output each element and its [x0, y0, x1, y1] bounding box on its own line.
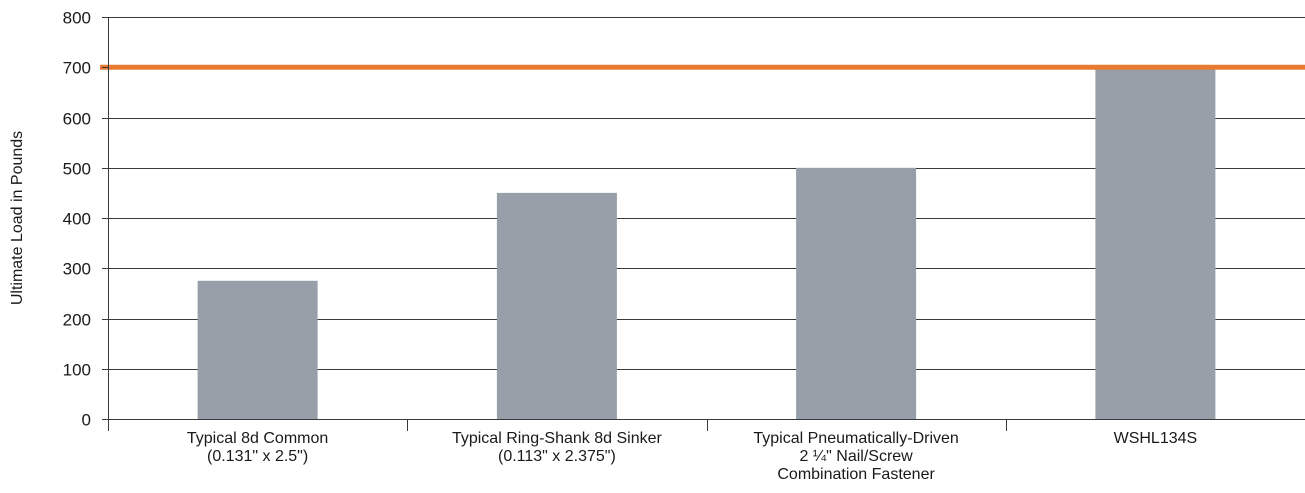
y-tick-label: 700 [63, 59, 91, 78]
bar [1095, 67, 1216, 420]
y-tick-label: 100 [63, 361, 91, 380]
y-tick-labels: 0 100 200 300 400 500 600 700 800 [63, 9, 91, 430]
bar [796, 167, 917, 420]
y-tick-label: 300 [63, 260, 91, 279]
y-tick-label: 600 [63, 110, 91, 129]
x-category-label: Combination Fastener [777, 466, 935, 483]
y-tick-label: 200 [63, 311, 91, 330]
x-category-label: 2 ¼" Nail/Screw [799, 448, 913, 465]
y-tick-label: 800 [63, 9, 91, 28]
x-category-label: Typical 8d Common [187, 430, 328, 447]
x-category-label: Typical Ring-Shank 8d Sinker [452, 430, 663, 447]
x-category-labels: Typical 8d Common(0.131" x 2.5") Typical … [187, 430, 1197, 483]
x-category-label: (0.131" x 2.5") [207, 448, 308, 465]
y-axis-title: Ultimate Load in Pounds [9, 131, 26, 305]
x-category-label: (0.113" x 2.375") [498, 448, 616, 465]
bars [197, 67, 1216, 420]
y-tick-label: 0 [82, 411, 91, 430]
x-category-label: Typical Pneumatically-Driven [753, 430, 958, 447]
y-tick-label: 500 [63, 160, 91, 179]
y-tick-label: 400 [63, 210, 91, 229]
axes [102, 17, 1305, 431]
bar [197, 280, 318, 419]
x-category-label: WSHL134S [1114, 430, 1198, 447]
bar [496, 192, 617, 419]
